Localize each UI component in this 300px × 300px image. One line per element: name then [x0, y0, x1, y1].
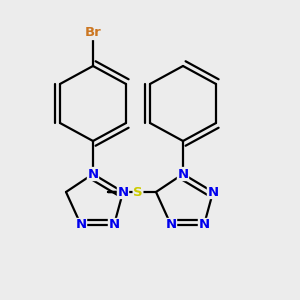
Text: N: N	[198, 218, 210, 232]
Text: Br: Br	[85, 26, 101, 40]
Text: N: N	[177, 167, 189, 181]
Text: S: S	[133, 185, 143, 199]
Text: N: N	[87, 167, 99, 181]
Text: N: N	[117, 185, 129, 199]
Text: N: N	[165, 218, 177, 232]
Text: N: N	[75, 218, 87, 232]
Text: N: N	[207, 185, 219, 199]
Text: N: N	[108, 218, 120, 232]
